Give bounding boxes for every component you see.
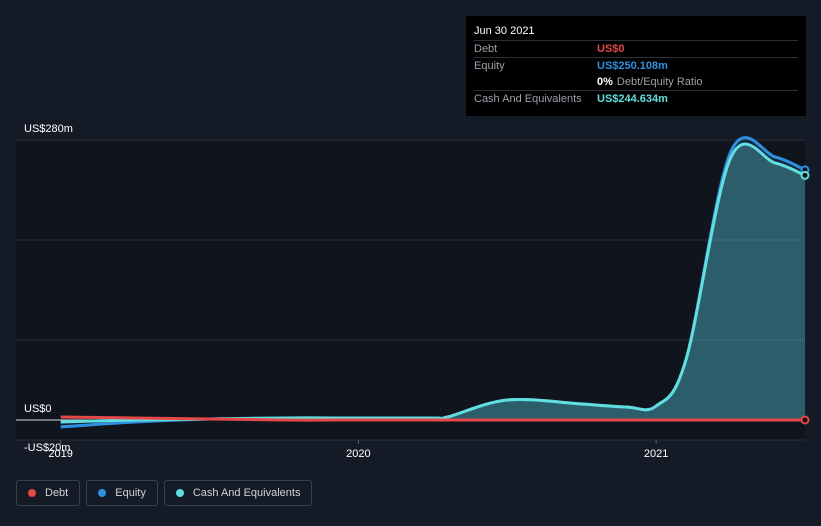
line-debt [60,415,805,422]
y-tick-label: US$0 [24,403,52,415]
x-tick-label: 2020 [346,448,370,460]
tooltip-equity-label: Equity [474,60,505,72]
x-tick-label: 2021 [644,448,668,460]
tooltip-row-ratio: 0% Debt/Equity Ratio [474,74,798,90]
tooltip-debt-label: Debt [474,43,498,55]
tooltip-row-equity: Equity US$250.108m [474,57,798,74]
tooltip-debt-value: US$0 [597,43,625,55]
series-end-markers [800,165,810,425]
y-tick-label: US$280m [24,123,73,135]
legend-item-cash[interactable]: Cash And Equivalents [163,480,313,506]
tooltip-ratio-percent: 0% [597,76,613,88]
y-axis-labels: US$280m US$0 -US$20m [24,123,73,454]
area-equity [60,137,805,427]
end-marker-debt[interactable] [800,415,810,425]
end-marker-cash-and-equivalents[interactable] [800,170,810,180]
tooltip-equity-value: US$250.108m [597,60,668,72]
legend: Debt Equity Cash And Equivalents [16,480,318,506]
debt-dot-icon [28,489,36,497]
tooltip: Jun 30 2021 Debt US$0 Equity US$250.108m… [466,16,806,116]
legend-label-cash: Cash And Equivalents [192,487,301,499]
tooltip-ratio-label: Debt/Equity Ratio [616,76,703,88]
legend-label-equity: Equity [115,487,146,499]
tooltip-date: Jun 30 2021 [474,25,535,37]
tooltip-cash-label: Cash And Equivalents [474,93,582,105]
area-cash-and-equivalents [60,144,805,422]
tooltip-cash-value: US$244.634m [597,93,668,105]
cash-dot-icon [175,489,184,497]
legend-label-debt: Debt [45,487,69,499]
x-axis-labels: 2019 2020 2021 [48,440,668,460]
tooltip-row-cash: Cash And Equivalents US$244.634m [474,90,798,107]
legend-item-debt[interactable]: Debt [16,480,81,506]
equity-dot-icon [98,489,107,497]
tooltip-row-debt: Debt US$0 [474,40,798,57]
x-tick-label: 2019 [48,448,72,460]
y-tick-label: -US$20m [24,442,70,454]
series-lines [60,136,806,429]
series-areas [60,137,805,427]
legend-item-equity[interactable]: Equity [86,480,158,506]
